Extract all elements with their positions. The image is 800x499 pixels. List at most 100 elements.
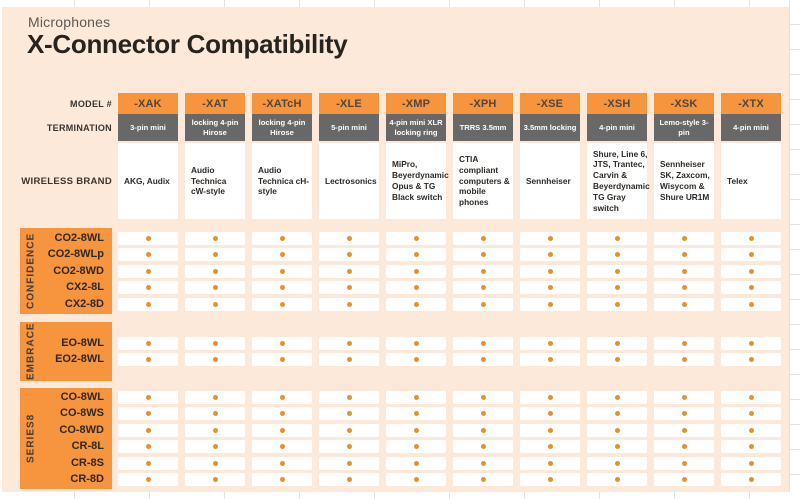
compat-cell xyxy=(453,248,513,261)
compat-dot-icon xyxy=(346,285,352,290)
compat-cell xyxy=(654,456,714,470)
compat-dot-icon xyxy=(346,477,352,483)
compat-dot-icon xyxy=(279,357,285,363)
compat-cell xyxy=(185,423,245,437)
column-xatch: -XATcH locking 4-pin Hirose Audio Technica… xyxy=(252,93,312,219)
wireless-brands-xph: CTIA compliant computers & mobile phones xyxy=(453,143,513,219)
compat-cell xyxy=(319,264,379,278)
compat-dot-icon xyxy=(480,301,486,307)
compat-dot-icon xyxy=(145,357,151,363)
compat-dot-icon xyxy=(614,411,620,417)
compat-cell xyxy=(386,440,446,454)
compat-cell xyxy=(319,456,379,470)
compat-cell xyxy=(185,248,245,261)
compat-cell xyxy=(252,281,312,294)
compat-dot-icon xyxy=(346,394,352,400)
termination-xat: locking 4-pin Hirose xyxy=(185,114,245,141)
compat-cell xyxy=(520,297,580,311)
compat-dot-icon xyxy=(413,427,419,433)
model-number-xtx: -XTX xyxy=(721,93,781,114)
compat-dot-icon xyxy=(145,460,151,466)
compat-cell xyxy=(185,264,245,278)
compat-cell xyxy=(587,264,647,278)
termination-xse: 3.5mm locking xyxy=(520,114,580,141)
compat-dot-icon xyxy=(480,285,486,290)
compat-dot-icon xyxy=(748,477,754,483)
compat-dot-icon xyxy=(212,340,218,346)
compat-cell xyxy=(252,336,312,350)
compat-dot-icon xyxy=(614,394,620,400)
compat-cell xyxy=(118,353,178,367)
group-embrace: EMBRACE EO-8WL EO2-8WL xyxy=(20,322,781,381)
compat-cell xyxy=(118,281,178,294)
compat-dot-icon xyxy=(547,268,553,274)
compat-cell xyxy=(453,440,513,454)
compat-dot-icon xyxy=(346,411,352,417)
compat-dot-icon xyxy=(279,394,285,400)
compat-cell xyxy=(386,281,446,294)
wireless-brand-label: WIRELESS BRAND xyxy=(21,175,112,187)
wireless-brands-xat: Audio Technica cW-style xyxy=(185,143,245,219)
compat-cell xyxy=(118,390,178,404)
compat-cell xyxy=(453,423,513,437)
compat-dot-icon xyxy=(279,285,285,290)
compat-cell xyxy=(587,390,647,404)
compat-cell xyxy=(118,407,178,421)
compat-cell xyxy=(319,407,379,421)
termination-xmp: 4-pin mini XLR locking ring xyxy=(386,114,446,141)
compat-cell xyxy=(252,390,312,404)
compat-cell xyxy=(654,264,714,278)
compat-cell xyxy=(252,231,312,245)
group-name-embrace: EMBRACE xyxy=(25,322,37,381)
compat-cell xyxy=(319,423,379,437)
mic-model-label: CR-8D xyxy=(70,473,104,486)
wireless-brands-xle: Lectrosonics xyxy=(319,143,379,219)
compat-dot-icon xyxy=(413,340,419,346)
compat-dot-icon xyxy=(145,301,151,307)
model-number-xsk: -XSK xyxy=(654,93,714,114)
compat-dot-icon xyxy=(279,340,285,346)
compat-dot-icon xyxy=(681,285,687,290)
wireless-brands-xse: Sennheiser xyxy=(520,143,580,219)
compat-dot-icon xyxy=(413,268,419,274)
compat-dot-icon xyxy=(413,394,419,400)
compat-dot-icon xyxy=(346,357,352,363)
wireless-brands-xak: AKG, Audix xyxy=(118,143,178,219)
compat-cell xyxy=(319,390,379,404)
compat-dot-icon xyxy=(212,301,218,307)
termination-xtx: 4-pin mini xyxy=(721,114,781,141)
compat-cell xyxy=(252,440,312,454)
compat-cell xyxy=(252,407,312,421)
compat-cell xyxy=(721,456,781,470)
compat-dot-icon xyxy=(614,301,620,307)
compat-dot-icon xyxy=(681,357,687,363)
compat-row-eo2-8wl xyxy=(118,353,781,367)
compat-dot-icon xyxy=(279,477,285,483)
compat-cell xyxy=(721,353,781,367)
compat-row-cr-8s xyxy=(118,456,781,470)
compat-cell xyxy=(587,336,647,350)
compat-dot-icon xyxy=(547,477,553,483)
group-matrix-embrace xyxy=(118,322,781,381)
compat-dot-icon xyxy=(346,252,352,257)
compat-row-co-8wl xyxy=(118,390,781,404)
compat-cell xyxy=(520,353,580,367)
mic-model-label: EO-8WL xyxy=(61,336,104,349)
compat-dot-icon xyxy=(547,444,553,450)
compat-cell xyxy=(319,473,379,487)
compat-cell xyxy=(319,336,379,350)
compat-dot-icon xyxy=(279,427,285,433)
compat-cell xyxy=(587,407,647,421)
termination-xsk: Lemo-style 3-pin xyxy=(654,114,714,141)
compat-dot-icon xyxy=(145,477,151,483)
compat-cell xyxy=(453,231,513,245)
mic-model-label: CO-8WS xyxy=(60,407,104,420)
compat-cell xyxy=(252,353,312,367)
compat-dot-icon xyxy=(480,460,486,466)
compat-dot-icon xyxy=(413,460,419,466)
compat-cell xyxy=(118,297,178,311)
termination-xak: 3-pin mini xyxy=(118,114,178,141)
compat-cell xyxy=(520,336,580,350)
compat-cell xyxy=(252,456,312,470)
compat-cell xyxy=(252,264,312,278)
